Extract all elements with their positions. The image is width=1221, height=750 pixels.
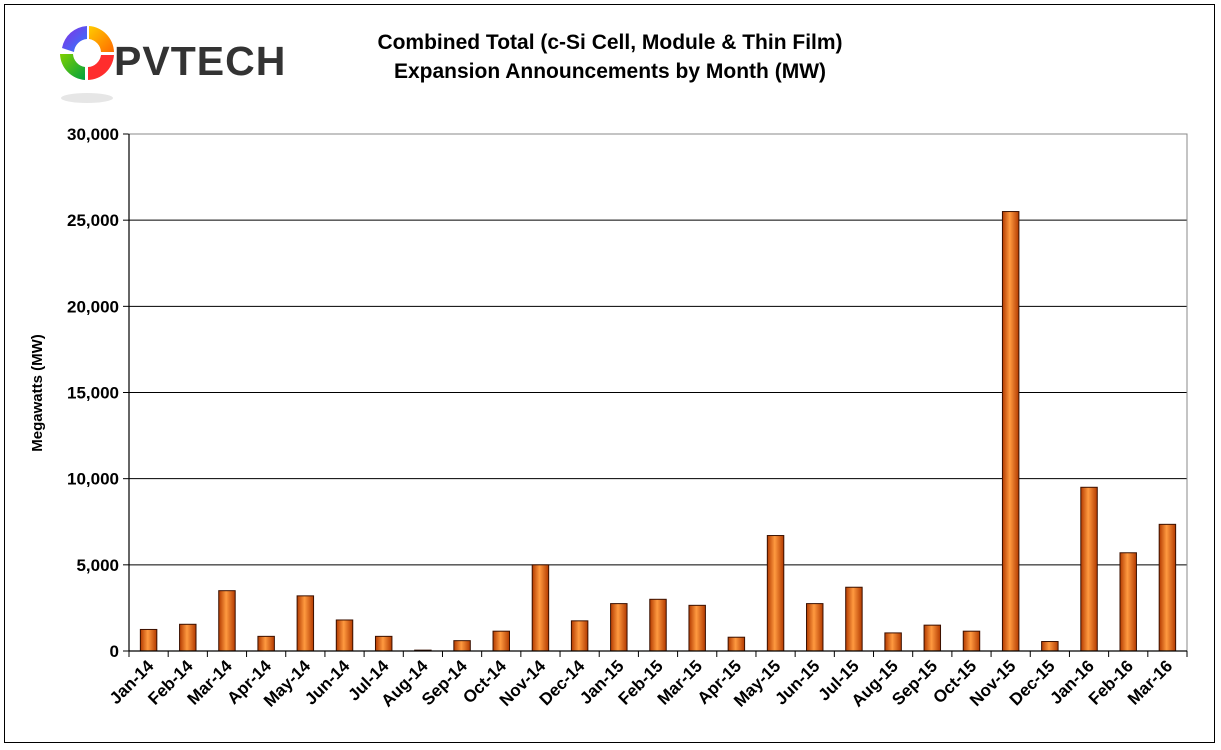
bar-jun-14 bbox=[335, 619, 354, 652]
x-tick-label: Jun-15 bbox=[771, 656, 823, 708]
bar-dec-15 bbox=[1041, 641, 1059, 652]
bar-may-15 bbox=[766, 535, 785, 652]
bar-oct-15 bbox=[962, 630, 981, 652]
bar-sep-14 bbox=[453, 640, 471, 652]
bar-nov-15 bbox=[1001, 211, 1020, 652]
chart-title-line-2: Expansion Announcements by Month (MW) bbox=[393, 60, 827, 83]
x-tick-labels: Jan-14Feb-14Mar-14Apr-14May-14Jun-14Jul-… bbox=[106, 656, 1176, 711]
bar-jan-14 bbox=[139, 628, 158, 652]
y-tick-label: 5,000 bbox=[76, 556, 119, 575]
bar-jul-14 bbox=[374, 635, 393, 652]
pvtech-logo: PVTECH bbox=[52, 18, 317, 108]
y-tick-label: 30,000 bbox=[67, 125, 119, 144]
chart-title: Combined Total (c-Si Cell, Module & Thin… bbox=[300, 28, 920, 86]
y-tick-label: 10,000 bbox=[67, 470, 119, 489]
grid-lines bbox=[129, 133, 1187, 566]
bar-apr-15 bbox=[727, 636, 746, 652]
y-tick-label: 25,000 bbox=[67, 211, 119, 230]
y-tick-label: 15,000 bbox=[67, 384, 119, 403]
bar-jan-16 bbox=[1080, 486, 1098, 652]
bar-aug-15 bbox=[884, 632, 902, 652]
bar-apr-14 bbox=[257, 635, 275, 652]
bar-feb-14 bbox=[179, 623, 197, 652]
y-axis-label: Megawatts (MW) bbox=[29, 334, 46, 452]
chart-title-line-1: Combined Total (c-Si Cell, Module & Thin… bbox=[377, 31, 843, 54]
axes bbox=[123, 133, 1188, 657]
bar-mar-16 bbox=[1158, 523, 1177, 652]
x-tick-label: Mar-15 bbox=[654, 656, 706, 708]
x-tick-label: Mar-16 bbox=[1124, 656, 1176, 708]
bar-dec-14 bbox=[570, 620, 589, 652]
x-tick-label: Sep-14 bbox=[418, 656, 471, 709]
x-tick-label: Jun-14 bbox=[301, 656, 354, 709]
bar-feb-16 bbox=[1119, 552, 1137, 652]
bar-jan-15 bbox=[610, 603, 628, 652]
bars bbox=[139, 211, 1177, 652]
y-tick-label: 20,000 bbox=[67, 297, 119, 316]
bar-sep-15 bbox=[923, 624, 942, 652]
logo-ring-icon bbox=[60, 26, 114, 103]
y-tick-label: 0 bbox=[110, 642, 119, 661]
y-tick-labels: 0 5,000 10,000 15,000 20,000 25,000 30,000 bbox=[67, 125, 119, 661]
logo-text: PVTECH bbox=[114, 38, 287, 84]
bar-may-14 bbox=[296, 595, 315, 652]
bar-feb-15 bbox=[649, 598, 667, 652]
bar-jul-15 bbox=[845, 586, 863, 652]
x-tick-label: Dec-14 bbox=[536, 656, 589, 709]
bar-oct-14 bbox=[492, 630, 510, 652]
bar-mar-14 bbox=[218, 590, 236, 652]
bar-jun-15 bbox=[806, 603, 824, 652]
bar-nov-14 bbox=[531, 564, 550, 652]
bar-mar-15 bbox=[688, 604, 706, 652]
